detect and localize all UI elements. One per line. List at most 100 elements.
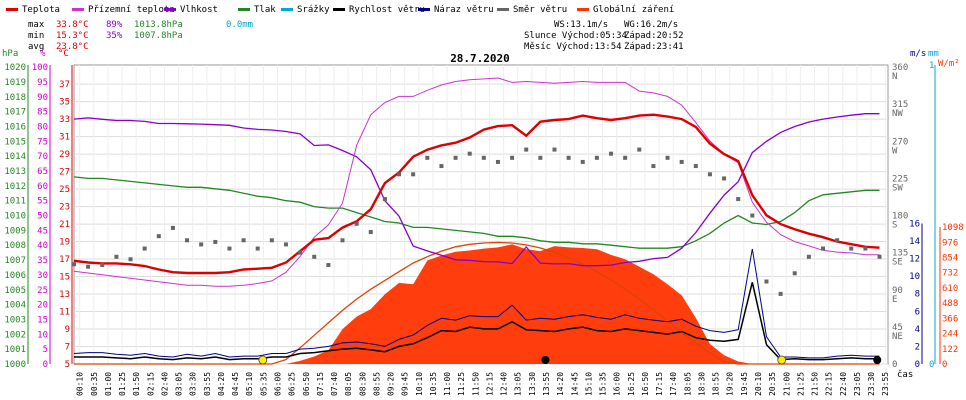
sunrise-marker [258,355,268,365]
tick-ms-8: 16 [909,219,920,229]
tick-dir-8: 360 [892,63,908,73]
wind-dir-point-39 [623,155,628,160]
wind-dir-point-8 [185,238,190,243]
tick-x-40: 16:50 [641,372,650,396]
wind-dir-point-42 [665,155,670,160]
legend-label-4: Srážky [297,5,330,15]
legend-swatch-8 [577,8,589,11]
tick-x-1: 00:35 [90,372,99,396]
stat-ws: WS:13.1m/s [554,20,608,30]
wind-dir-point-18 [326,263,331,268]
wind-dir-point-35 [566,155,571,160]
tick-hpa-19: 1019 [4,78,26,88]
tick-dir-6: 270 [892,137,908,147]
wind-dir-point-36 [580,159,585,164]
tick-hpa-1: 1001 [4,345,26,355]
tick-temp-14: 33 [59,115,70,125]
wind-dir-point-45 [707,172,712,177]
wind-dir-point-9 [199,242,204,247]
tick-x-42: 17:40 [669,372,678,396]
tick-x-31: 13:05 [514,372,523,396]
tick-x-16: 06:50 [302,372,311,396]
legend-swatch-5 [333,8,345,11]
wind-dir-point-1 [86,264,91,269]
stat-moon-set: Západ:23:41 [624,42,684,52]
tick-dir-3: 135 [892,249,908,259]
tick-x-7: 03:05 [175,372,184,396]
legend-swatch-7 [497,8,509,11]
tick-x-25: 10:35 [429,372,438,396]
tick-rad-9: 1098 [942,223,964,233]
series-wind-gust [73,248,880,359]
tick-pct-13: 65 [37,167,48,177]
tick-x-0: 00:10 [76,372,85,396]
tick-x-39: 16:25 [627,372,636,396]
tick-x-49: 20:35 [768,372,777,396]
plot-area [72,77,882,365]
stat-min-label: min [28,31,44,41]
wind-dir-point-37 [594,155,599,160]
tick-pct-14: 70 [37,152,48,162]
wind-dir-point-17 [312,254,317,259]
tick-x-38: 16:00 [613,372,622,396]
tick-dir-label-2: E [892,295,897,305]
tick-x-53: 22:15 [825,372,834,396]
tick-temp-9: 23 [59,203,70,213]
wind-dir-point-24 [411,172,416,177]
tick-temp-6: 17 [59,255,70,265]
tick-rad-7: 854 [942,253,958,263]
x-axis-title: čas [897,369,913,380]
wind-dir-point-33 [538,155,543,160]
stat-wg: WG:16.2m/s [624,20,678,30]
tick-x-54: 22:40 [839,372,848,396]
series-temperature [73,113,880,275]
tick-dir-7: 315 [892,100,908,110]
tick-x-8: 03:30 [189,372,198,396]
tick-x-44: 18:30 [697,372,706,396]
legend-label-6: Náraz větru [434,5,494,15]
tick-pct-12: 60 [37,182,48,192]
legend-label-8: Globální záření [593,5,674,15]
axis-wm2-label: W/m² [938,59,960,69]
wind-dir-point-22 [382,197,387,202]
tick-temp-7: 19 [59,238,70,248]
axis-hpa-label: hPa [2,49,18,59]
axis-temp-label: °C [58,49,69,59]
tick-x-37: 15:35 [599,372,608,396]
wind-dir-point-11 [227,246,232,251]
tick-hpa-2: 1002 [4,330,26,340]
wind-dir-point-20 [354,221,359,226]
wind-dir-point-53 [820,246,825,251]
tick-hpa-12: 1012 [4,182,26,192]
wind-dir-point-41 [651,164,656,169]
legend-label-5: Rychlost větru [349,5,425,15]
tick-x-21: 08:55 [372,372,381,396]
legend-swatch-6 [418,8,430,11]
tick-hpa-9: 1009 [4,226,26,236]
wind-dir-point-40 [637,147,642,152]
tick-x-20: 08:30 [358,372,367,396]
wind-dir-point-52 [806,254,811,259]
tick-x-46: 19:20 [726,372,735,396]
wind-dir-point-10 [213,239,218,244]
wind-dir-point-31 [510,155,515,160]
moonrise-marker [541,356,550,364]
wind-dir-point-50 [778,291,783,296]
tick-temp-12: 29 [59,150,70,160]
series-wind-speed [74,282,880,361]
tick-ms-1: 2 [915,342,920,352]
stat-min-hum: 35% [106,31,123,41]
tick-x-47: 19:45 [740,372,749,396]
tick-dir-label-3: SE [892,258,903,268]
stat-max-press: 1013.8hPa [134,20,183,30]
tick-dir-2: 90 [892,286,903,296]
tick-hpa-7: 1007 [4,256,26,266]
tick-x-3: 01:25 [118,372,127,396]
tick-pct-16: 80 [37,122,48,132]
tick-hpa-6: 1006 [4,271,26,281]
tick-temp-11: 27 [59,168,70,178]
axis-ms-label: m/s [910,49,926,59]
wind-dir-point-25 [425,155,430,160]
tick-pct-7: 35 [37,256,48,266]
